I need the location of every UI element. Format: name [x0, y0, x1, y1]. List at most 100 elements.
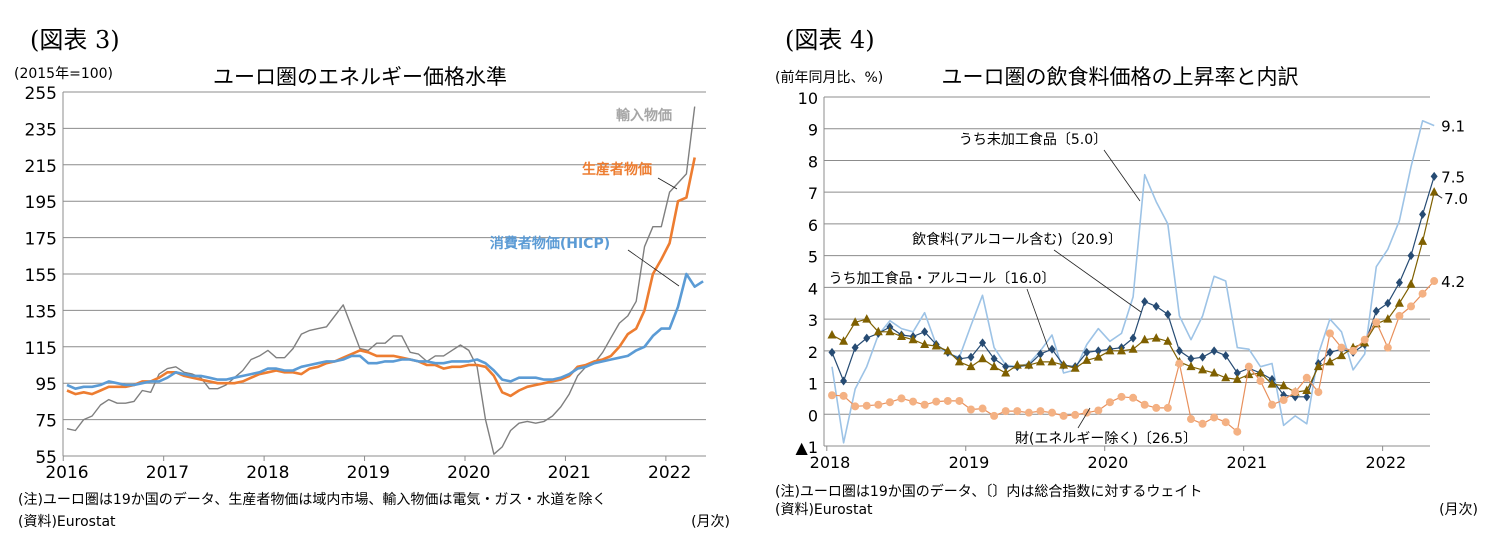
data-point-triangle [862, 314, 872, 323]
x-tick-label: 2021 [1227, 453, 1268, 472]
data-point-circle [1395, 311, 1404, 320]
data-point-triangle [1406, 279, 1416, 288]
y-tick-label: 2 [808, 343, 818, 362]
end-label: 9.1 [1441, 118, 1465, 136]
data-point-triangle [1128, 344, 1138, 353]
data-point-circle [1001, 407, 1010, 416]
x-tick-label: 2022 [648, 463, 691, 483]
data-point-diamond [1187, 354, 1195, 364]
data-point-diamond [990, 354, 998, 364]
data-point-triangle [1394, 298, 1404, 307]
data-point-triangle [1001, 368, 1011, 377]
end-label-leader [1435, 193, 1443, 199]
data-point-triangle [1429, 187, 1439, 196]
series-line-1 [66, 106, 696, 455]
data-point-diamond [1094, 346, 1102, 356]
chart2-label-processed: うち加工食品・アルコール〔16.0〕 [829, 270, 1056, 287]
chart2-note: (注)ユーロ圏は19か国のデータ、〔〕内は総合指数に対するウェイト [775, 483, 1202, 500]
data-point-circle [1383, 343, 1392, 352]
x-tick-label: 2022 [1365, 453, 1406, 472]
x-tick-label: 2016 [45, 463, 88, 483]
data-point-circle [1244, 362, 1253, 371]
data-point-circle [862, 401, 871, 410]
data-point-circle [909, 397, 918, 406]
y-tick-label: 3 [808, 311, 818, 330]
y-tick-label: 75 [35, 412, 57, 432]
data-point-diamond [1083, 347, 1091, 357]
data-point-circle [1140, 400, 1149, 409]
chart2-goods-arrow [1077, 407, 1091, 429]
data-point-circle [978, 404, 987, 413]
data-point-diamond [1199, 352, 1207, 362]
data-point-triangle [1117, 345, 1126, 355]
data-point-diamond [1326, 347, 1334, 357]
data-point-diamond [828, 347, 836, 357]
data-point-diamond [840, 376, 848, 386]
data-point-circle [932, 397, 941, 406]
y-tick-label: 255 [25, 84, 57, 104]
series-line-3 [66, 272, 704, 391]
data-point-circle [1233, 427, 1242, 436]
chart1-ylabel: (2015年=100) [14, 66, 113, 82]
data-point-triangle [1070, 363, 1080, 372]
data-point-diamond [1372, 306, 1380, 316]
data-point-triangle [850, 317, 860, 326]
data-point-circle [1279, 395, 1288, 404]
data-point-triangle [873, 326, 883, 336]
chart2-xlabel: (月次) [1439, 502, 1478, 518]
chart2-title: ユーロ圏の飲食料価格の上昇率と内訳 [942, 65, 1299, 89]
data-point-circle [885, 398, 894, 407]
data-point-triangle [1244, 369, 1254, 379]
chart2-unprocessed-arrow [1103, 149, 1141, 202]
data-point-triangle [885, 326, 895, 336]
y-tick-label: 4 [808, 279, 818, 298]
y-tick-label: 175 [25, 230, 57, 250]
data-point-diamond [1152, 301, 1160, 311]
chart1-source: (資料)Eurostat [18, 514, 116, 530]
data-point-triangle [920, 339, 930, 348]
data-point-diamond [1129, 333, 1137, 343]
data-point-diamond [1141, 297, 1149, 307]
data-point-circle [839, 391, 848, 400]
y-tick-label: 55 [35, 448, 57, 468]
data-point-circle [1013, 407, 1022, 416]
end-label: 4.2 [1441, 273, 1465, 291]
y-tick-label: 235 [25, 120, 57, 140]
data-point-circle [1186, 415, 1195, 424]
data-point-diamond [1419, 209, 1427, 219]
data-point-circle [1430, 277, 1439, 286]
data-point-triangle [954, 356, 964, 366]
data-point-triangle [1093, 352, 1103, 361]
data-point-circle [1302, 373, 1311, 382]
data-point-triangle [989, 361, 999, 371]
data-point-triangle [966, 361, 976, 371]
chart1-xlabel: (月次) [691, 514, 730, 530]
data-point-circle [920, 400, 929, 409]
y-tick-label: 5 [808, 248, 818, 267]
x-tick-label: 2019 [949, 453, 990, 472]
chart2-processed-arrow [1026, 288, 1050, 351]
data-point-circle [990, 411, 999, 420]
data-point-triangle [896, 331, 906, 341]
data-point-circle [1291, 388, 1300, 397]
data-point-circle [1360, 335, 1369, 344]
chart2-source: (資料)Eurostat [775, 502, 873, 518]
data-point-triangle [1267, 379, 1277, 388]
data-point-circle [1325, 329, 1334, 338]
data-point-diamond [979, 338, 987, 348]
data-point-circle [1418, 289, 1427, 298]
data-point-triangle [827, 329, 837, 339]
data-point-triangle [1418, 236, 1428, 245]
y-tick-label: 95 [35, 375, 57, 395]
data-point-triangle [839, 336, 849, 345]
data-point-circle [1372, 318, 1381, 327]
data-point-circle [851, 402, 860, 411]
data-point-diamond [1175, 346, 1183, 356]
data-point-triangle [1313, 361, 1323, 371]
data-point-circle [1268, 400, 1277, 409]
data-point-diamond [1430, 171, 1438, 181]
data-point-diamond [1303, 392, 1311, 402]
chart2-label-goods: 財(エネルギー除く)〔26.5〕 [1015, 431, 1197, 447]
chart2-label-unprocessed: うち未加工食品〔5.0〕 [959, 131, 1107, 148]
